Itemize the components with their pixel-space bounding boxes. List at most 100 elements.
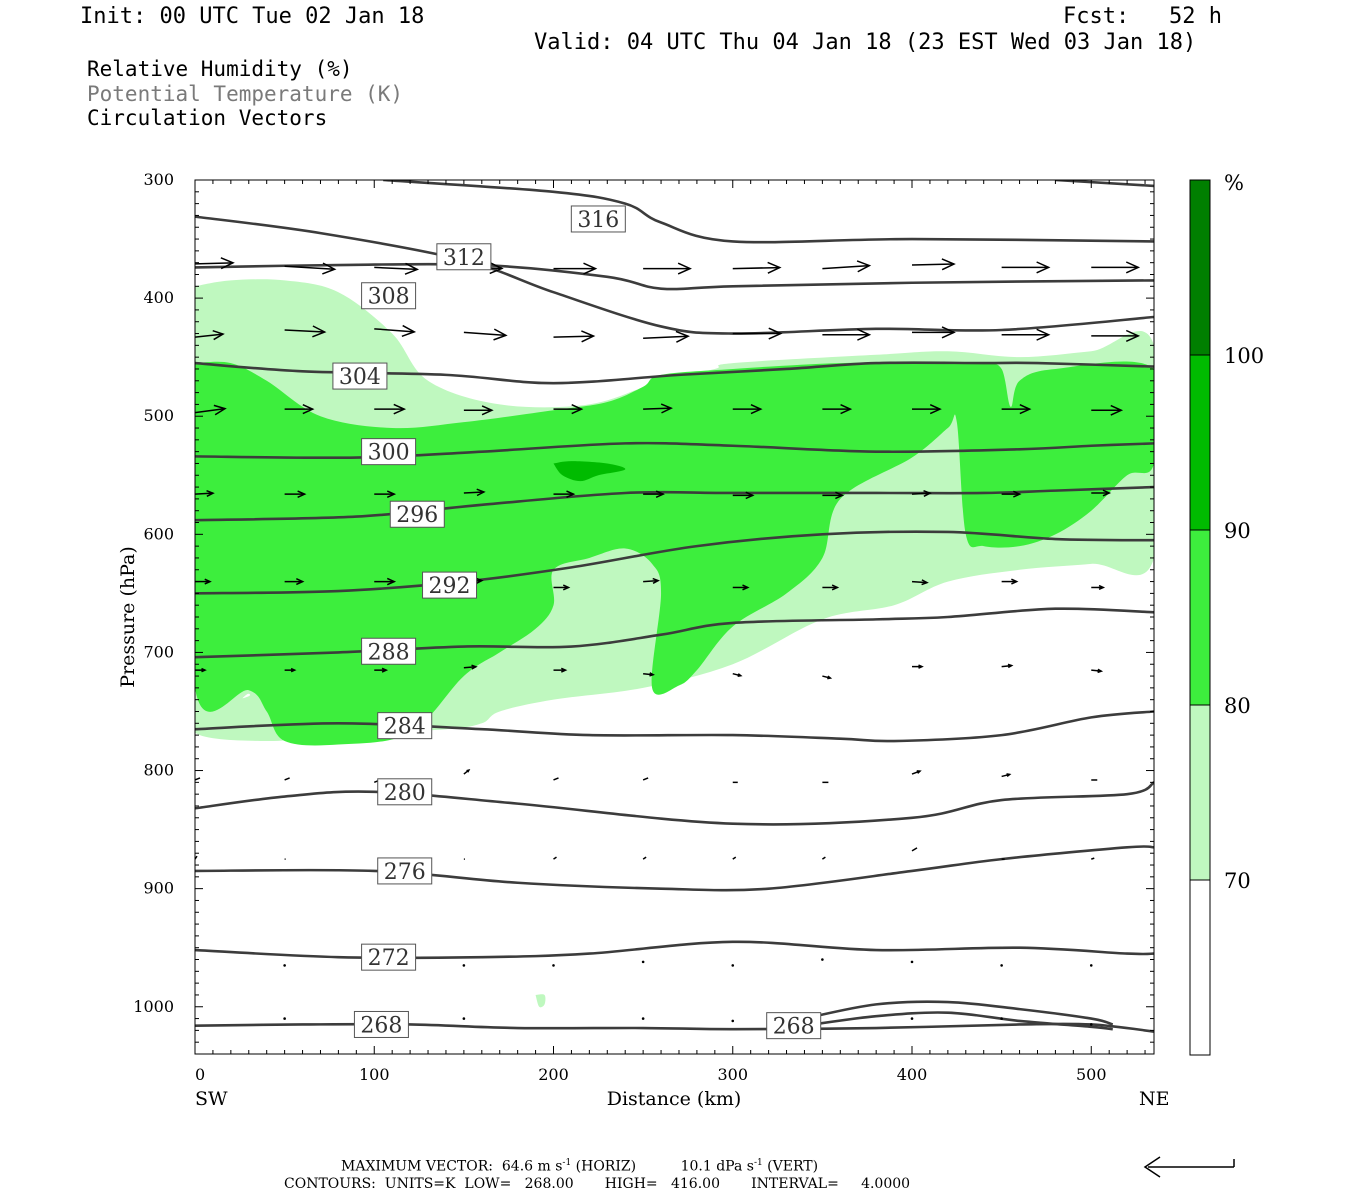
vector-arrow <box>822 675 833 680</box>
vector-dot <box>910 1017 914 1020</box>
ne-label: NE <box>1139 1088 1170 1110</box>
vector-head <box>475 577 484 585</box>
vector-arrow <box>374 262 420 275</box>
vector-arrow <box>911 579 929 586</box>
vector-arrow <box>553 856 557 860</box>
theta-contour <box>804 1000 1114 1026</box>
vector-head <box>206 489 215 498</box>
vector-arrow <box>1001 663 1014 669</box>
vector-head <box>401 324 417 338</box>
contour-label: 312 <box>443 246 485 271</box>
contour-label-box <box>361 943 417 971</box>
contour-labels: 316 312 308 304 300 296 292 288 284 280 276 272 268 2… <box>332 205 822 1040</box>
vector-head <box>481 405 494 416</box>
x-tick-label: 500 <box>1076 1065 1107 1084</box>
vector-arrow <box>822 404 853 415</box>
vector-head <box>737 673 743 677</box>
vector-head <box>1102 489 1112 497</box>
vector-head <box>1011 578 1019 585</box>
colorbar-segment <box>1190 180 1210 355</box>
vector-dot <box>641 960 645 964</box>
vector-head <box>493 328 508 341</box>
vector-shaft <box>732 266 780 270</box>
vector-head <box>489 262 504 275</box>
vector-arrow <box>553 667 568 673</box>
vector-shaft <box>553 777 559 781</box>
vector-dot <box>462 964 466 967</box>
vector-dot <box>462 1017 466 1020</box>
rh-shading <box>195 279 1154 1008</box>
vector-head <box>1036 328 1051 341</box>
contour-label: 276 <box>384 860 426 885</box>
vector-dot <box>731 964 735 967</box>
vector-arrow <box>284 325 327 338</box>
vector-head <box>1019 404 1032 415</box>
vector-arrow <box>374 324 417 338</box>
vector-arrow <box>284 578 305 586</box>
vector-arrow <box>553 262 598 275</box>
vector-shaft <box>822 264 870 270</box>
vector-arrow <box>284 490 307 499</box>
theta-contour <box>195 1022 1154 1033</box>
y-axis-label: Pressure (hPa) <box>117 546 139 688</box>
contour-label-box <box>361 282 417 310</box>
contour-label-box <box>436 243 492 271</box>
vector-arrow <box>643 403 673 414</box>
x-tick-label: 300 <box>717 1065 748 1084</box>
vector-dot <box>731 1019 735 1023</box>
vector-shaft <box>1091 857 1095 860</box>
y-tick-label: 300 <box>143 170 174 189</box>
theta-contour <box>195 215 1154 335</box>
vector-head <box>220 257 235 270</box>
contours-note: CONTOURS: UNITS=K LOW= 268.00 HIGH= 416.… <box>284 1176 911 1192</box>
vector-arrow <box>821 856 826 860</box>
vector-head <box>404 262 420 275</box>
vector-head <box>312 325 327 338</box>
theta-contour <box>195 845 1154 892</box>
vector-arrow <box>553 490 576 499</box>
contour-label-box <box>361 438 417 466</box>
contour-label-box <box>422 571 478 599</box>
vector-head <box>322 262 337 275</box>
vector-shaft <box>642 856 647 860</box>
vector-arrow <box>822 328 872 341</box>
vector-head <box>655 490 665 499</box>
left-arrow-icon <box>1143 1156 1161 1178</box>
vector-arrow <box>732 404 763 415</box>
x-axis-label: Distance (km) <box>607 1088 742 1110</box>
x-tick-label: 0 <box>195 1065 205 1084</box>
vector-arrow <box>284 667 297 673</box>
y-tick-label: 800 <box>143 761 174 780</box>
vector-head <box>652 577 660 584</box>
vector-arrow <box>463 488 486 497</box>
vector-arrow <box>463 328 508 341</box>
vector-shaft <box>643 579 659 583</box>
vector-arrow <box>553 584 571 591</box>
contour-label-box <box>766 1012 822 1040</box>
colorbar-label: 70 <box>1224 869 1251 893</box>
vector-arrow <box>553 404 584 415</box>
vector-head <box>213 404 227 416</box>
colorbar-segment <box>1190 530 1210 705</box>
vector-shaft <box>642 777 649 781</box>
init-time: Init: 00 UTC Tue 02 Jan 18 <box>80 4 425 29</box>
vector-arrow <box>284 777 290 781</box>
vector-head <box>649 672 655 677</box>
forecast-hour: Fcst: 52 h <box>1063 4 1222 29</box>
y-tick-label: 1000 <box>133 997 174 1016</box>
vector-head <box>827 675 833 680</box>
vector-shaft <box>374 266 418 271</box>
theta-contour <box>383 180 1154 244</box>
colorbar-label: 90 <box>1224 519 1251 543</box>
vector-arrow <box>1091 329 1141 342</box>
vector-head <box>1110 404 1124 416</box>
vector-arrow <box>732 491 755 500</box>
vector-head <box>1036 261 1051 274</box>
vector-arrow <box>911 847 918 852</box>
vector-shaft <box>911 580 928 584</box>
rh-80-region <box>195 361 1154 746</box>
vector-dot <box>1000 1017 1003 1020</box>
contour-label-box <box>377 712 433 740</box>
vector-head <box>768 327 783 340</box>
